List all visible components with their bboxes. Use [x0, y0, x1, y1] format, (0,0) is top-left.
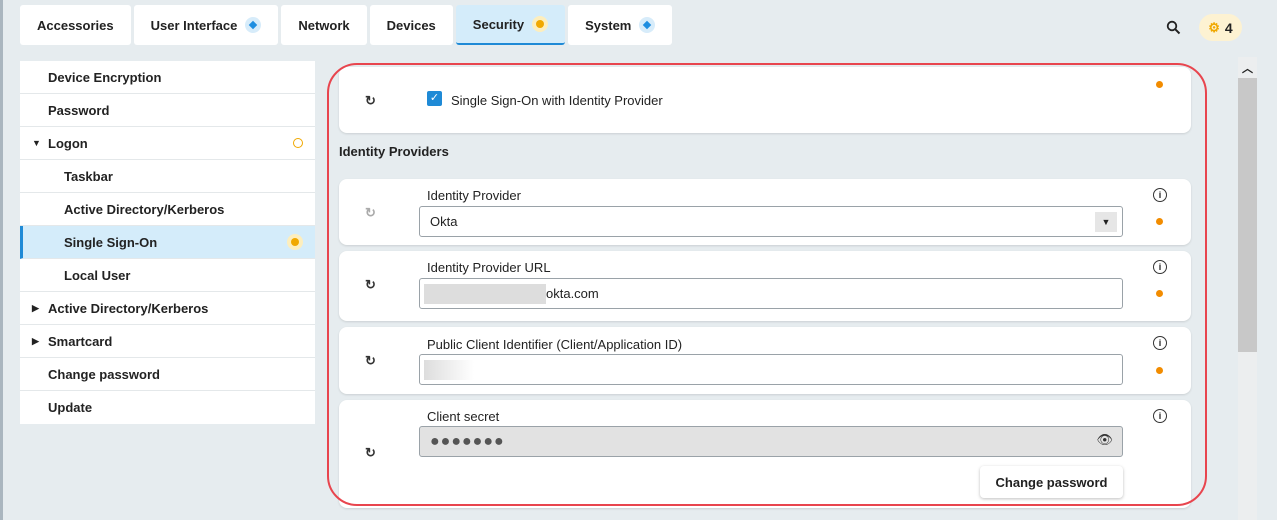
label: Change password: [48, 366, 160, 382]
tab-label: Security: [472, 16, 525, 32]
field-label: Identity Provider URL: [427, 260, 551, 275]
label: Active Directory/Kerberos: [48, 300, 209, 316]
info-icon[interactable]: i: [1153, 260, 1167, 274]
sync-icon[interactable]: ↻: [365, 93, 376, 108]
search-icon[interactable]: [1166, 20, 1182, 39]
sidebar-item-ad-kerberos[interactable]: ▶ Active Directory/Kerberos: [20, 292, 315, 325]
diamond-icon: [245, 17, 262, 33]
sidebar-item-single-sign-on[interactable]: Single Sign-On: [20, 226, 315, 259]
idp-url-card: ↻ Identity Provider URL okta.com i: [339, 251, 1191, 321]
sidebar-item-device-encryption[interactable]: Device Encryption: [20, 61, 315, 94]
sidebar-item-ad-kerberos-logon[interactable]: Active Directory/Kerberos: [20, 193, 315, 226]
sidebar-item-change-password[interactable]: Change password: [20, 358, 315, 391]
status-dot-icon: [1156, 81, 1163, 88]
client-id-input[interactable]: [419, 354, 1123, 385]
badge-count: 4: [1224, 19, 1233, 36]
idp-url-input[interactable]: okta.com: [419, 278, 1123, 309]
gear-icon: ⚙: [1208, 19, 1220, 35]
tab-label: Network: [298, 17, 350, 33]
label: Device Encryption: [48, 69, 162, 85]
select-value: Okta: [430, 214, 458, 229]
window-edge: [0, 0, 3, 520]
identity-provider-card: ↻ Identity Provider Okta ▼ i: [339, 179, 1191, 245]
scroll-up-icon[interactable]: ︿: [1242, 63, 1253, 75]
info-icon[interactable]: i: [1153, 336, 1167, 350]
caret-right-icon: ▶: [32, 335, 39, 346]
label: Logon: [48, 135, 88, 151]
client-id-card: ↻ Public Client Identifier (Client/Appli…: [339, 327, 1191, 394]
status-dot-icon: [1156, 290, 1163, 297]
info-icon[interactable]: i: [1153, 409, 1167, 423]
field-label: Identity Provider: [427, 188, 521, 203]
status-dot-icon: [1156, 367, 1163, 374]
client-secret-card: ↻ Client secret ●●●●●●● 👁 i Change passwo…: [339, 400, 1191, 508]
chevron-down-icon: ▼: [1095, 212, 1117, 232]
client-secret-input[interactable]: ●●●●●●● 👁: [419, 426, 1123, 457]
sidebar-item-update[interactable]: Update: [20, 391, 315, 424]
label: Single Sign-On: [64, 234, 158, 250]
tab-label: User Interface: [150, 17, 238, 33]
tab-network[interactable]: Network: [281, 5, 367, 45]
sidebar-item-local-user[interactable]: Local User: [20, 259, 315, 292]
sync-icon[interactable]: ↻: [365, 353, 376, 368]
tab-label: Devices: [386, 17, 436, 33]
sidebar-item-taskbar[interactable]: Taskbar: [20, 160, 315, 193]
section-title: Identity Providers: [339, 144, 449, 159]
tab-accessories[interactable]: Accessories: [20, 5, 131, 45]
tab-user-interface[interactable]: User Interface: [133, 5, 279, 45]
sidebar-item-logon[interactable]: ▼ Logon: [20, 127, 315, 160]
sync-icon[interactable]: ↻: [365, 445, 376, 460]
sync-icon: ↻: [365, 205, 376, 220]
redacted-text: [424, 359, 474, 380]
button-label: Change password: [995, 474, 1108, 490]
eye-icon[interactable]: 👁: [1096, 432, 1114, 447]
label: Update: [48, 400, 93, 415]
input-value: ●●●●●●●: [430, 432, 505, 450]
sso-checkbox[interactable]: ✓: [427, 91, 442, 106]
status-dot-icon: [532, 16, 549, 32]
field-label: Public Client Identifier (Client/Applica…: [427, 337, 683, 352]
label: Smartcard: [48, 333, 113, 349]
label: Taskbar: [64, 168, 113, 184]
sso-checkbox-label: Single Sign-On with Identity Provider: [451, 93, 663, 108]
change-password-button[interactable]: Change password: [980, 466, 1123, 498]
tab-devices[interactable]: Devices: [369, 5, 453, 45]
tab-label: Accessories: [37, 17, 114, 33]
caret-right-icon: ▶: [32, 302, 39, 313]
identity-provider-select[interactable]: Okta ▼: [419, 206, 1123, 237]
scrollbar-thumb[interactable]: [1238, 78, 1257, 352]
tab-bar: Accessories User Interface Network Devic…: [20, 5, 673, 45]
notification-badge[interactable]: ⚙ 4: [1199, 14, 1242, 41]
label: Password: [48, 102, 110, 118]
sidebar-item-password[interactable]: Password: [20, 94, 315, 127]
redacted-text: [424, 283, 546, 304]
caret-down-icon: ▼: [32, 138, 41, 148]
status-dot-icon: [1156, 218, 1163, 225]
sidebar: Device Encryption Password ▼ Logon Taskba…: [20, 61, 315, 424]
label: Active Directory/Kerberos: [64, 201, 225, 217]
label: Local User: [64, 267, 131, 283]
diamond-icon: [639, 17, 656, 33]
tab-security[interactable]: Security: [455, 5, 566, 45]
sso-card: ↻ ✓ Single Sign-On with Identity Provide…: [339, 67, 1191, 133]
tab-system[interactable]: System: [568, 5, 673, 45]
sync-icon[interactable]: ↻: [365, 277, 376, 292]
status-ring-icon: [293, 138, 303, 148]
field-label: Client secret: [427, 409, 500, 424]
status-dot-icon: [287, 234, 303, 250]
info-icon[interactable]: i: [1153, 188, 1167, 202]
sidebar-item-smartcard[interactable]: ▶ Smartcard: [20, 325, 315, 358]
input-value: okta.com: [546, 286, 599, 301]
tab-label: System: [585, 17, 632, 33]
